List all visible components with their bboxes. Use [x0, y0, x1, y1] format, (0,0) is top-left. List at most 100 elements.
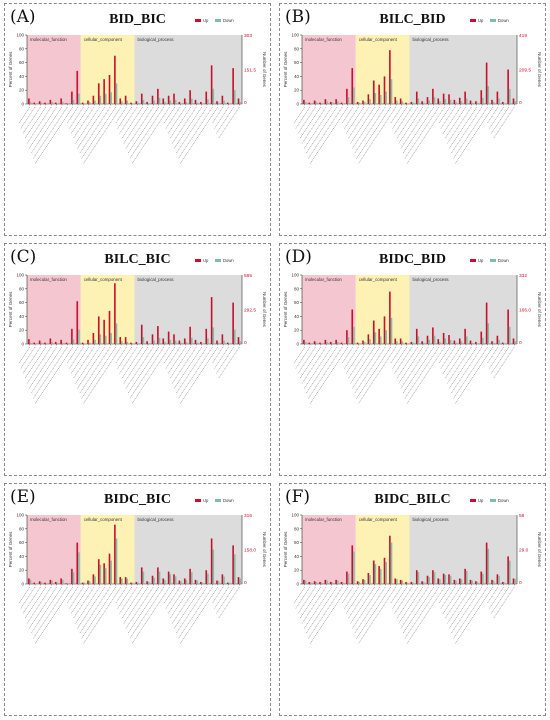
panel-title: BID_BIC [109, 12, 166, 27]
bar-down [104, 335, 107, 344]
x-tick-label [299, 586, 322, 619]
x-tick-label [127, 346, 159, 394]
x-tick-label [486, 106, 499, 124]
bar-up [335, 579, 337, 584]
bar-up [501, 581, 504, 584]
x-tick-label [392, 346, 408, 369]
region-biological-process [134, 275, 242, 344]
x-tick-label [81, 106, 116, 159]
x-tick-label [392, 586, 408, 609]
legend-up-swatch [470, 19, 476, 22]
x-tick-label [123, 106, 149, 144]
bar-down [379, 568, 382, 584]
bar-up [329, 341, 332, 344]
bar-down [180, 581, 182, 584]
bar-up [432, 327, 434, 344]
bar-up [210, 65, 213, 104]
x-tick-label [308, 106, 343, 159]
x-tick-label [83, 106, 122, 164]
x-tick-label [35, 346, 73, 404]
y-axis-label-right: Number of Genes [262, 52, 267, 87]
y-axis-label-left: Percent of Genes [283, 51, 288, 87]
bar-up [458, 338, 461, 344]
bar-down [88, 101, 91, 104]
bar-down [492, 101, 495, 104]
x-tick-label [398, 106, 424, 144]
bar-up [71, 568, 73, 584]
bar-down [56, 103, 59, 104]
bar-down [142, 337, 145, 344]
bar-down [223, 576, 225, 584]
y-axis-label-left: Percent of Genes [283, 291, 288, 327]
bar-up [303, 339, 305, 344]
bar-down [508, 326, 511, 344]
bar-up [226, 582, 229, 584]
region-label: cellular_component [84, 37, 123, 42]
bar-down [320, 103, 323, 104]
bar-up [60, 339, 62, 344]
x-tick-label [448, 586, 477, 629]
x-tick-label [214, 346, 229, 369]
bar-down [99, 564, 102, 584]
bar-up [135, 341, 138, 344]
bar-up [157, 326, 159, 344]
x-tick-label [341, 106, 354, 124]
x-tick-label [131, 106, 170, 164]
x-tick-label [71, 346, 90, 374]
x-tick-label [180, 346, 219, 404]
bar-up [200, 341, 202, 344]
bar-down [158, 571, 161, 584]
x-tick-label [22, 586, 41, 614]
bar-down [363, 341, 366, 344]
bar-down [433, 572, 436, 584]
bar-down [315, 342, 318, 344]
bar-down [465, 570, 468, 584]
y-tick-label: 100 [16, 273, 24, 278]
y-tick-label: 20 [19, 328, 25, 333]
x-tick-label [171, 586, 197, 624]
legend-down-swatch [490, 19, 496, 22]
bar-up [378, 328, 380, 344]
x-tick-label [79, 106, 111, 154]
bar-down [401, 580, 404, 584]
bar-down [35, 103, 37, 104]
bar-down [180, 342, 182, 344]
bar-up [367, 94, 370, 104]
legend-up-swatch [195, 259, 201, 262]
y-tick-label: 60 [19, 300, 25, 305]
y-tick-label: 100 [291, 33, 299, 38]
bar-up [65, 103, 68, 104]
x-tick-label [446, 586, 472, 624]
x-tick-label [24, 346, 47, 379]
panel-letter: (F) [285, 487, 311, 507]
right-axis-bottom: 0 [519, 340, 522, 346]
bar-up [437, 98, 440, 104]
bar-down [228, 343, 231, 344]
bar-up [405, 581, 407, 584]
x-tick-label [167, 346, 186, 374]
bar-up [183, 98, 186, 104]
x-tick-label [163, 106, 176, 124]
x-tick-label [446, 106, 472, 144]
bar-up [167, 571, 170, 584]
bar-up [475, 341, 477, 344]
bar-up [480, 331, 483, 344]
bar-up [167, 95, 170, 104]
x-tick-label [303, 586, 332, 629]
bar-down [142, 571, 145, 584]
bar-up [54, 102, 57, 104]
x-tick-label [295, 106, 311, 129]
bar-down [390, 79, 393, 104]
bar-up [475, 581, 477, 584]
bar-down [201, 343, 204, 344]
bar-up [437, 578, 440, 584]
x-tick-label [438, 586, 451, 604]
panel-c: (C) BILC_BIC molecular_function cellular_… [4, 243, 271, 476]
bar-down [29, 101, 32, 104]
panel-title: BIDC_BILC [374, 492, 451, 507]
bar-up [108, 310, 111, 344]
bar-up [308, 102, 311, 104]
bar-up [389, 291, 391, 344]
bar-up [140, 324, 143, 344]
bar-down [40, 581, 43, 584]
